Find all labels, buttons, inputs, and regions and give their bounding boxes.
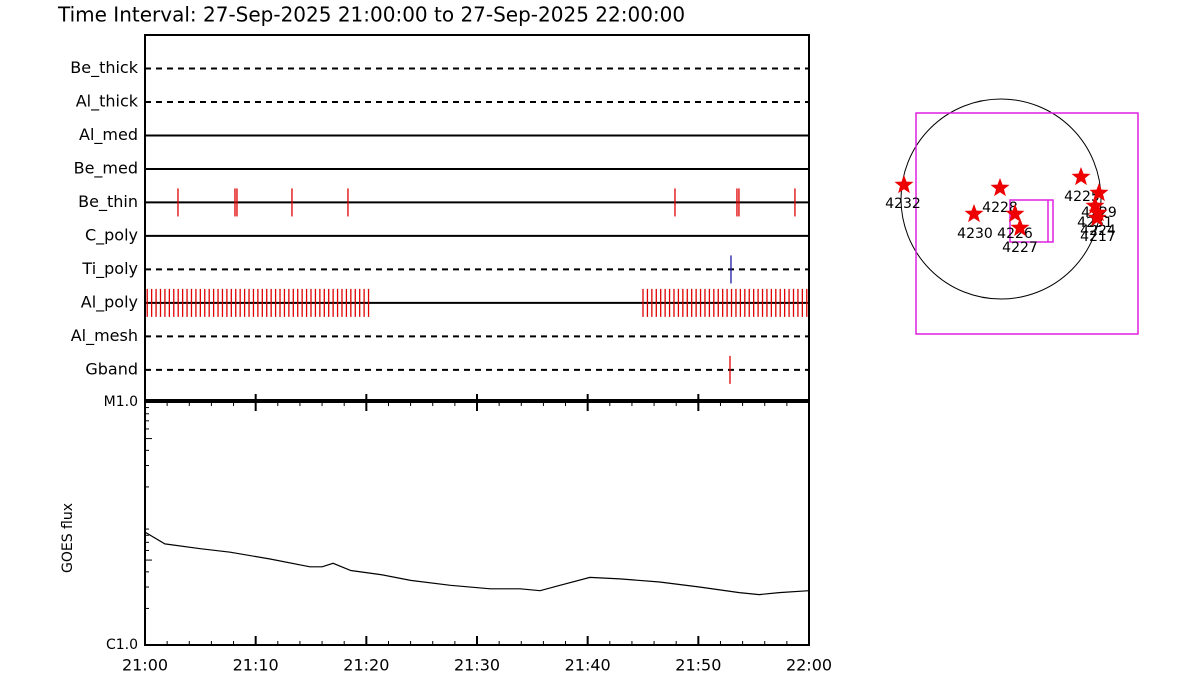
x-tick-label: 21:30 bbox=[454, 656, 500, 675]
y-tick-label: C1.0 bbox=[106, 637, 138, 653]
region-label: 4224 bbox=[1080, 223, 1116, 239]
region-label: 4232 bbox=[885, 196, 921, 212]
x-tick-label: 22:00 bbox=[786, 656, 832, 675]
region-label: 4225 bbox=[1064, 189, 1100, 205]
solar-disk bbox=[900, 98, 1102, 300]
x-tick-label: 21:00 bbox=[122, 656, 168, 675]
row-label: Be_thin bbox=[78, 192, 138, 212]
region-label: 4230 bbox=[957, 226, 993, 242]
goes-curve bbox=[144, 531, 810, 596]
x-tick-label: 21:50 bbox=[675, 656, 721, 675]
region-star bbox=[1005, 204, 1025, 223]
region-star bbox=[1089, 183, 1109, 202]
event-frame bbox=[144, 34, 810, 401]
row-label: Al_poly bbox=[81, 292, 138, 312]
row-label: Be_thick bbox=[70, 58, 138, 78]
title: Time Interval: 27-Sep-2025 21:00:00 to 2… bbox=[57, 3, 685, 27]
region-star bbox=[894, 175, 914, 194]
row-label: Al_thick bbox=[76, 91, 139, 111]
line-frame bbox=[144, 401, 810, 646]
region-star bbox=[990, 178, 1010, 197]
y-tick-label: M1.0 bbox=[104, 394, 138, 410]
x-tick-label: 21:10 bbox=[233, 656, 279, 675]
row-label: Al_med bbox=[79, 125, 138, 145]
row-label: Gband bbox=[85, 359, 138, 378]
row-label: C_poly bbox=[85, 225, 138, 245]
x-tick-label: 21:20 bbox=[343, 656, 389, 675]
region-label: 4227 bbox=[1002, 240, 1038, 256]
region-star bbox=[1010, 218, 1030, 237]
region-star bbox=[1085, 196, 1105, 215]
row-label: Al_mesh bbox=[71, 326, 138, 346]
sun-map: 4232422842304226422742254229423142244217 bbox=[885, 98, 1139, 335]
x-tick-label: 21:40 bbox=[565, 656, 611, 675]
y-axis-label: GOES flux bbox=[60, 503, 76, 573]
row-label: Ti_poly bbox=[81, 259, 138, 279]
region-star bbox=[964, 204, 984, 223]
region-star bbox=[1071, 167, 1091, 186]
region-label: 4217 bbox=[1080, 229, 1116, 245]
row-label: Be_med bbox=[74, 158, 138, 178]
region-star bbox=[1087, 208, 1107, 227]
fov-box bbox=[915, 112, 1139, 335]
